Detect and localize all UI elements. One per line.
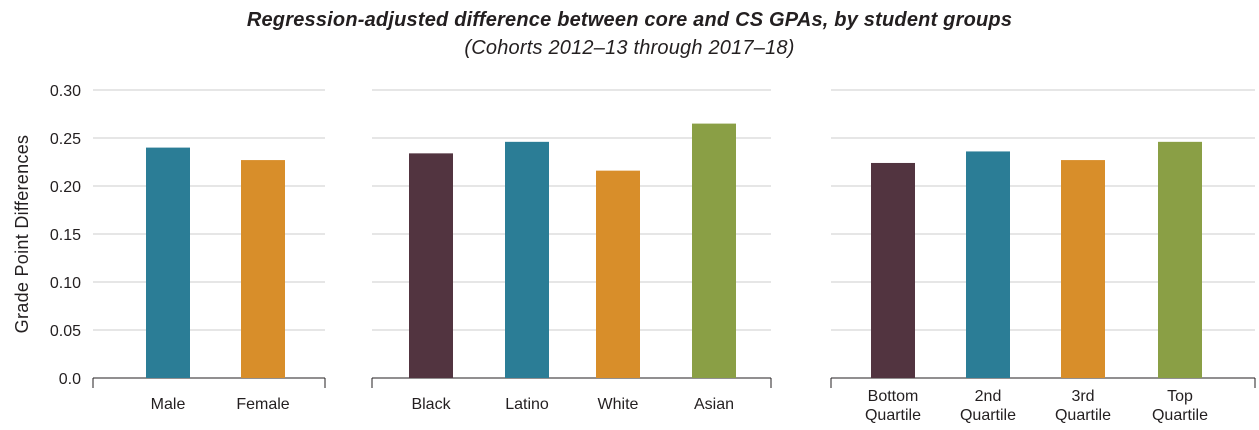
- y-tick-label: 0.0: [59, 371, 81, 388]
- bar: [505, 141, 549, 378]
- y-tick-label: 0.25: [50, 131, 81, 148]
- x-category-label: Bottom Quartile: [865, 388, 921, 424]
- x-category-label: Black: [411, 396, 451, 413]
- bar: [146, 147, 190, 378]
- bar: [596, 170, 640, 378]
- bar: [692, 123, 736, 378]
- bar: [966, 151, 1010, 378]
- bar: [241, 160, 285, 378]
- y-tick-label: 0.05: [50, 323, 81, 340]
- x-category-label: Male: [151, 396, 186, 413]
- x-category-label: White: [598, 396, 639, 413]
- y-tick-label: 0.10: [50, 275, 81, 292]
- bar: [409, 153, 453, 378]
- y-axis-label: Grade Point Differences: [12, 135, 32, 334]
- y-tick-label: 0.15: [50, 227, 81, 244]
- y-tick-label: 0.30: [50, 83, 81, 100]
- x-category-label: Female: [236, 396, 289, 413]
- x-category-label: Top Quartile: [1152, 388, 1208, 424]
- bar: [1158, 141, 1202, 378]
- x-category-label: Latino: [505, 396, 549, 413]
- x-category-label: Asian: [694, 396, 734, 413]
- x-category-label: 3rd Quartile: [1055, 388, 1111, 424]
- chart-subtitle: (Cohorts 2012–13 through 2017–18): [464, 37, 795, 59]
- chart-title: Regression-adjusted difference between c…: [246, 9, 1013, 31]
- y-tick-label: 0.20: [50, 179, 81, 196]
- bar: [871, 162, 915, 378]
- bar: [1061, 160, 1105, 378]
- x-category-label: 2nd Quartile: [960, 388, 1016, 424]
